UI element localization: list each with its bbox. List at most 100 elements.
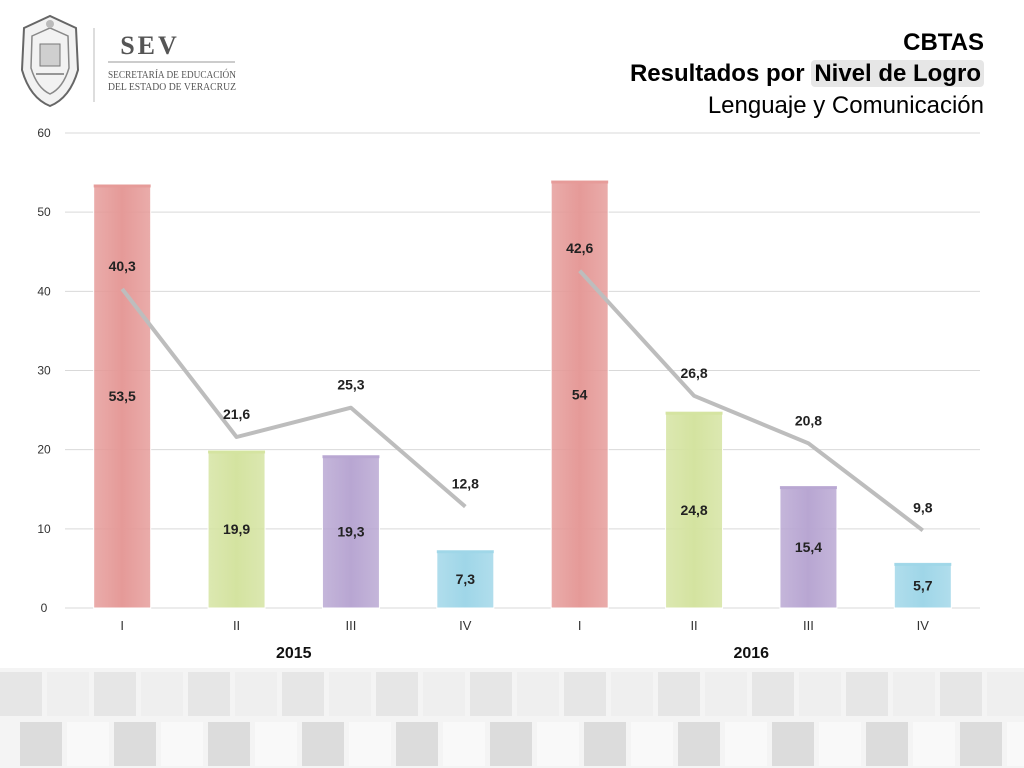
line-data-label: 25,3: [337, 377, 364, 393]
y-tick-label: 30: [37, 364, 51, 378]
footer-tile: [819, 722, 861, 766]
line-data-label: 26,8: [680, 365, 707, 381]
footer-tile: [302, 722, 344, 766]
line-data-label: 40,3: [109, 258, 136, 274]
line-data-label: 21,6: [223, 406, 250, 422]
logo-line-2: DEL ESTADO DE VERACRUZ: [108, 82, 236, 93]
footer-tile: [141, 672, 183, 716]
bar-top-2016-I: [551, 180, 609, 184]
group-label-2016: 2016: [733, 645, 769, 662]
bar-top-2016-IV: [894, 562, 952, 566]
x-tick-label: I: [120, 618, 124, 633]
logo-line-1: SECRETARÍA DE EDUCACIÓN: [108, 69, 236, 81]
footer-tile: [94, 672, 136, 716]
bar-2015-III: [321, 454, 380, 609]
bar-data-label: 15,4: [795, 539, 822, 555]
bar-top-2015-II: [208, 450, 266, 454]
footer-tile: [0, 672, 42, 716]
line-data-label: 12,8: [452, 476, 479, 492]
y-tick-label: 10: [37, 522, 51, 536]
footer-tile: [960, 722, 1002, 766]
x-tick-label: IV: [459, 618, 472, 633]
footer-tile: [235, 672, 277, 716]
footer-tile: [282, 672, 324, 716]
x-tick-label: II: [233, 618, 240, 633]
footer-tile: [443, 722, 485, 766]
footer-tile: [846, 672, 888, 716]
footer-tile: [1007, 722, 1024, 766]
footer-tile: [376, 672, 418, 716]
bar-2015-II: [207, 449, 266, 609]
line-data-label: 42,6: [566, 240, 593, 256]
bar-2016-II: [665, 411, 724, 609]
footer-decoration: [0, 668, 1024, 768]
footer-tile: [987, 672, 1024, 716]
bar-2015-IV: [436, 549, 495, 609]
line-data-label: 9,8: [913, 499, 933, 515]
footer-tile: [940, 672, 982, 716]
y-tick-label: 50: [37, 205, 51, 219]
footer-tile: [799, 672, 841, 716]
footer-tile: [20, 722, 62, 766]
footer-tile: [423, 672, 465, 716]
footer-tile: [188, 672, 230, 716]
x-tick-label: I: [578, 618, 582, 633]
bar-data-label: 54: [572, 386, 588, 402]
bar-top-2016-II: [665, 411, 723, 415]
footer-tile: [161, 722, 203, 766]
footer-tile: [329, 672, 371, 716]
footer-tile: [584, 722, 626, 766]
footer-tile: [470, 672, 512, 716]
bar-data-label: 19,3: [337, 524, 364, 540]
bar-top-2016-III: [779, 486, 837, 490]
bar-data-label: 19,9: [223, 521, 250, 537]
bar-top-2015-IV: [436, 550, 494, 554]
footer-tile: [658, 672, 700, 716]
group-label-2015: 2015: [276, 645, 312, 662]
footer-tile: [396, 722, 438, 766]
bar-data-label: 5,7: [913, 577, 933, 593]
footer-tile: [866, 722, 908, 766]
footer-tile: [725, 722, 767, 766]
bar-top-2015-III: [322, 455, 380, 459]
footer-tile: [490, 722, 532, 766]
header-subtitle: Resultados por Nivel de Logro: [630, 58, 984, 90]
footer-tile: [631, 722, 673, 766]
bar-top-2015-I: [93, 184, 151, 188]
bar-data-label: 7,3: [456, 571, 476, 587]
footer-tile: [537, 722, 579, 766]
footer-tile: [772, 722, 814, 766]
header-subtitle-highlight: Nivel de Logro: [811, 60, 984, 87]
slide-header: CBTAS Resultados por Nivel de Logro Leng…: [630, 28, 984, 122]
bar-2016-I: [550, 180, 609, 609]
bar-data-label: 24,8: [680, 502, 707, 518]
line-data-label: 20,8: [795, 412, 822, 428]
veracruz-coat-of-arms-icon: [20, 14, 80, 108]
bar-data-label: 53,5: [109, 388, 136, 404]
logo-acronym: SEV: [120, 31, 180, 60]
footer-tile: [913, 722, 955, 766]
y-tick-label: 40: [37, 284, 51, 298]
footer-tile: [114, 722, 156, 766]
footer-tile: [705, 672, 747, 716]
x-tick-label: II: [690, 618, 697, 633]
footer-tile: [752, 672, 794, 716]
sev-logo: SEV SECRETARÍA DE EDUCACIÓN DEL ESTADO D…: [20, 14, 236, 108]
footer-tile: [611, 672, 653, 716]
footer-tile: [517, 672, 559, 716]
y-tick-label: 60: [37, 126, 51, 140]
y-tick-label: 0: [41, 601, 48, 615]
footer-tile: [47, 672, 89, 716]
header-title: CBTAS: [903, 29, 984, 56]
footer-tile: [67, 722, 109, 766]
footer-tile: [893, 672, 935, 716]
footer-tile: [255, 722, 297, 766]
x-tick-label: IV: [917, 618, 930, 633]
results-chart: 010203040506053,5I19,9II19,3III7,3IV40,3…: [37, 126, 980, 673]
footer-tile: [678, 722, 720, 766]
header-subtitle-prefix: Resultados por: [629, 60, 812, 87]
bar-2015-I: [93, 183, 152, 609]
y-tick-label: 20: [37, 443, 51, 457]
footer-tile: [564, 672, 606, 716]
footer-tile: [208, 722, 250, 766]
